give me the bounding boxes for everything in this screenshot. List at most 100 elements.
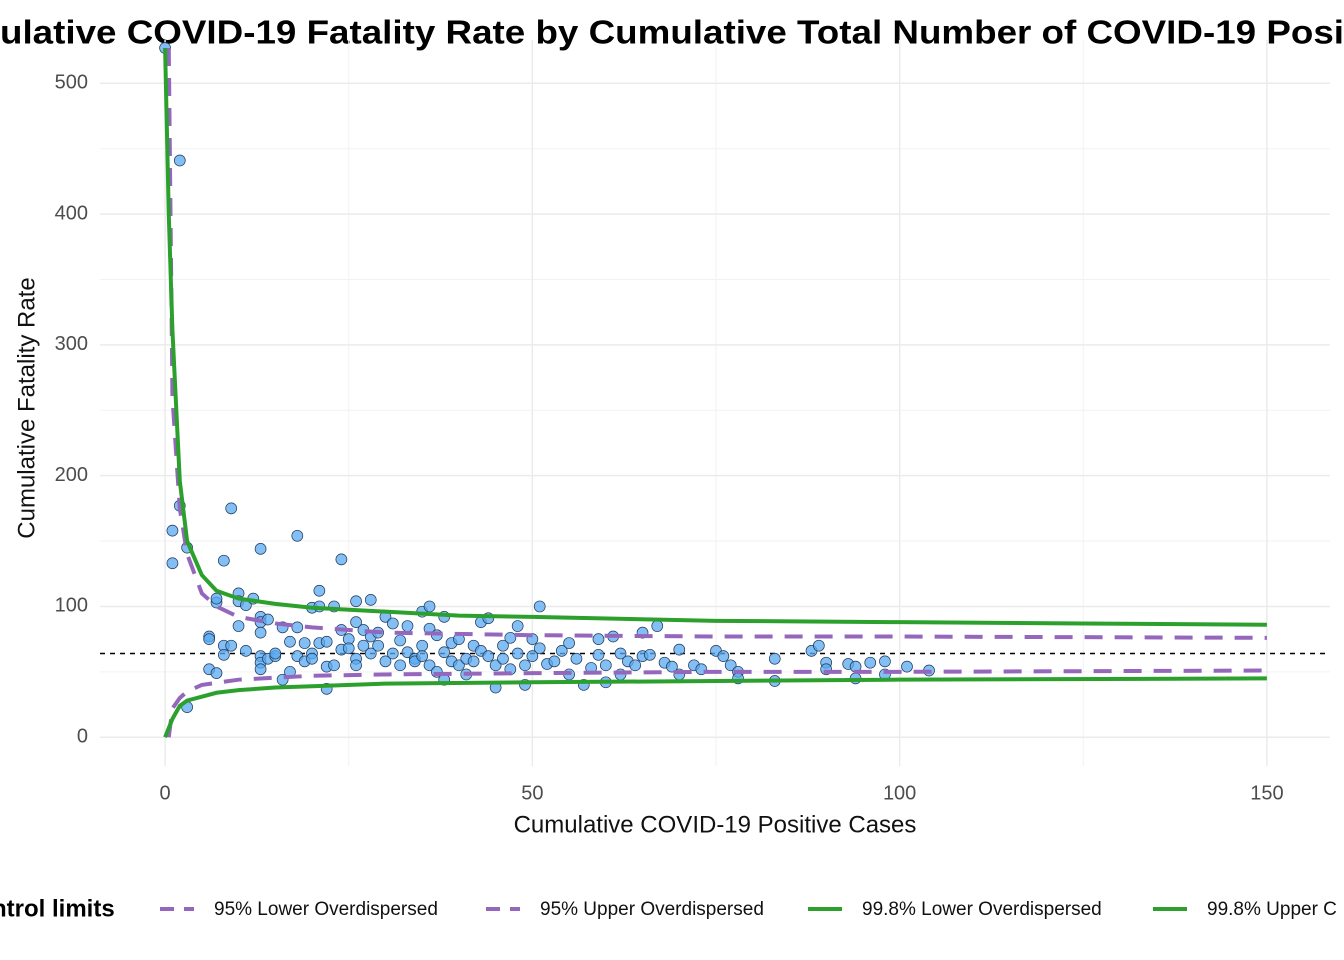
control-limit-line [166, 668, 1267, 738]
data-point [812, 639, 825, 652]
data-point [357, 639, 370, 652]
data-point [218, 648, 230, 661]
data-point [497, 639, 509, 652]
legend-label: 99.8% Upper C [1207, 899, 1337, 920]
data-point [901, 660, 913, 673]
y-tick-label: 0 [77, 726, 88, 748]
legend-label: 95% Upper Overdispersed [540, 899, 764, 920]
data-point [533, 642, 546, 655]
data-point [291, 529, 304, 542]
legend-title: ntrol limits [0, 895, 115, 922]
data-point [416, 639, 429, 652]
data-point [342, 642, 355, 655]
data-point [401, 620, 414, 632]
data-point [166, 524, 179, 537]
control-limit-line [163, 676, 1267, 738]
data-point [401, 646, 414, 659]
data-point [350, 616, 362, 628]
data-point [511, 620, 524, 632]
data-point [232, 620, 245, 632]
data-point [386, 647, 399, 660]
data-point [717, 650, 730, 662]
data-point [879, 655, 891, 668]
y-tick-label: 500 [55, 72, 88, 94]
legend-label: 95% Lower Overdispersed [214, 899, 438, 920]
data-point [350, 659, 362, 672]
data-point [563, 637, 575, 649]
data-point [497, 652, 509, 665]
data-point [666, 660, 678, 673]
data-point [724, 659, 737, 672]
x-tick-label: 50 [521, 782, 543, 804]
data-point [423, 659, 436, 672]
data-point [453, 659, 465, 672]
data-point [629, 659, 642, 672]
data-point [614, 647, 627, 660]
data-point [254, 626, 267, 639]
chart-title: ulative COVID-19 Fatality Rate by Cumula… [0, 14, 1344, 51]
legend-label: 99.8% Lower Overdispersed [862, 899, 1102, 920]
x-axis-label: Cumulative COVID-19 Positive Cases [514, 811, 917, 838]
data-point [379, 655, 392, 668]
data-point [291, 621, 304, 634]
data-point [482, 650, 495, 662]
data-point [592, 633, 605, 645]
data-point [210, 667, 223, 679]
data-point [651, 620, 664, 632]
data-point [210, 592, 223, 605]
data-point [284, 635, 296, 648]
data-point [166, 557, 179, 570]
data-point [320, 635, 333, 648]
data-point [416, 650, 429, 662]
data-point [335, 553, 348, 566]
data-point [555, 645, 568, 657]
y-tick-label: 400 [55, 202, 88, 224]
plot-area [100, 42, 1330, 738]
data-point [768, 652, 781, 665]
data-point [467, 655, 480, 668]
data-point [203, 633, 216, 645]
x-tick-label: 0 [160, 782, 171, 804]
data-point [350, 595, 362, 608]
data-point [269, 647, 282, 660]
data-point [218, 554, 230, 567]
x-tick-label: 100 [883, 782, 916, 804]
data-point [864, 656, 877, 669]
data-point [519, 659, 531, 672]
x-tick-label: 150 [1250, 782, 1283, 804]
data-point [673, 643, 686, 656]
data-point [526, 650, 539, 662]
data-point [592, 648, 605, 661]
y-tick-label: 300 [55, 333, 88, 355]
y-axis-label: Cumulative Fatality Rate [13, 277, 40, 538]
data-point [364, 647, 377, 660]
data-point [644, 648, 656, 661]
data-point [438, 646, 451, 659]
data-point [225, 639, 238, 652]
data-point [386, 617, 399, 630]
data-point [313, 584, 326, 597]
control-limit-line [163, 47, 1267, 627]
data-point [372, 639, 384, 652]
data-point [548, 655, 561, 668]
y-tick-label: 100 [55, 595, 88, 617]
data-point [262, 613, 274, 626]
data-point [240, 645, 252, 657]
data-point [504, 631, 517, 644]
data-point [306, 652, 318, 665]
data-point [394, 659, 406, 672]
data-point [533, 600, 546, 613]
data-point [570, 652, 583, 665]
y-tick-label: 200 [55, 464, 88, 486]
data-point [394, 634, 406, 647]
data-point [298, 637, 311, 649]
data-point [225, 502, 238, 515]
data-point [511, 647, 524, 660]
data-point [599, 659, 612, 672]
data-point [489, 659, 502, 672]
control-limit-line [166, 47, 1267, 640]
data-point [423, 600, 436, 613]
data-point [364, 594, 377, 606]
data-point [328, 659, 340, 672]
